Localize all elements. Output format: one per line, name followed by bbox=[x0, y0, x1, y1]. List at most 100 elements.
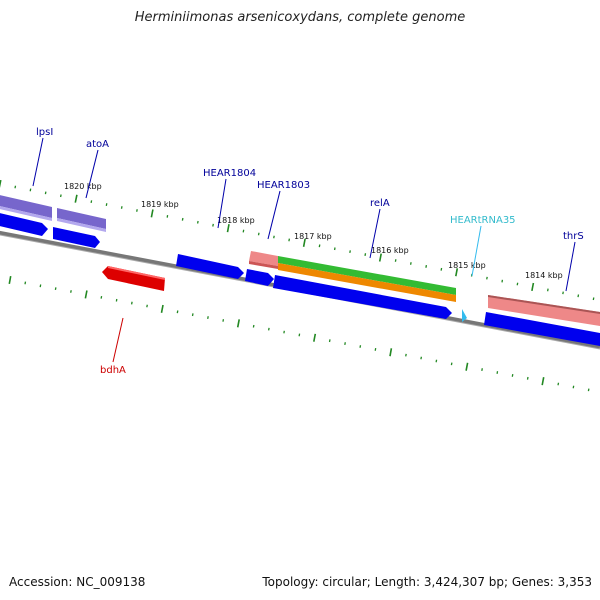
gene-label-hear1803[interactable]: HEAR1803 bbox=[257, 180, 310, 191]
outer-tick bbox=[349, 250, 351, 254]
inner-tick bbox=[130, 301, 133, 305]
inner-tick bbox=[389, 348, 393, 357]
outer-tick bbox=[455, 268, 459, 277]
outer-tick bbox=[288, 238, 291, 242]
outer-tick bbox=[105, 203, 108, 207]
gene-label-atoA[interactable]: atoA bbox=[86, 139, 109, 150]
outer-tick bbox=[74, 194, 78, 203]
outer-tick bbox=[531, 282, 535, 292]
inner-tick bbox=[344, 342, 346, 346]
outer-tick bbox=[273, 235, 275, 239]
inner-tick bbox=[328, 339, 331, 343]
cds-arrow-atoA[interactable] bbox=[53, 227, 100, 248]
inner-tick bbox=[8, 275, 12, 285]
inner-tick bbox=[207, 316, 209, 320]
cds-arrow-hear1803[interactable] bbox=[245, 269, 274, 286]
inner-tick bbox=[465, 362, 469, 371]
cog-bar-thrS[interactable] bbox=[488, 295, 600, 326]
cog-bar-hear1803[interactable] bbox=[249, 251, 278, 269]
outer-tick bbox=[302, 238, 306, 247]
inner-tick bbox=[160, 304, 164, 313]
outer-tick bbox=[59, 194, 62, 198]
leader-hear1804 bbox=[217, 178, 227, 229]
cds-arrow-thrS[interactable] bbox=[484, 312, 600, 346]
kbp-label-1816: 1816 kbp bbox=[371, 246, 409, 255]
map-title: Herminiimonas arsenicoxydans, complete g… bbox=[134, 10, 466, 25]
cds-arrow-relA[interactable] bbox=[273, 275, 452, 319]
inner-tick bbox=[313, 333, 317, 342]
inner-tick-ring bbox=[8, 275, 590, 392]
outer-tick bbox=[318, 244, 321, 248]
trna-arrow-HEARtRNA35[interactable] bbox=[462, 309, 467, 322]
outer-tick bbox=[150, 209, 154, 218]
outer-tick bbox=[136, 209, 138, 212]
inner-tick bbox=[39, 284, 42, 288]
cds-arrow-lpsI[interactable] bbox=[0, 212, 48, 236]
leader-lpsI bbox=[32, 137, 44, 187]
outer-tick bbox=[516, 282, 519, 286]
inner-tick bbox=[435, 359, 438, 363]
kbp-label-1820: 1820 kbp bbox=[64, 182, 102, 191]
cog-bar-lpsI[interactable] bbox=[0, 194, 52, 221]
inner-tick bbox=[54, 287, 57, 291]
gene-label-lpsI[interactable]: lpsI bbox=[36, 127, 53, 138]
outer-tick bbox=[440, 267, 443, 271]
inner-tick bbox=[572, 385, 575, 389]
inner-tick bbox=[176, 310, 179, 314]
outer-tick bbox=[14, 185, 17, 189]
leader-hear1803 bbox=[267, 190, 281, 240]
gene-label-relA[interactable]: relA bbox=[370, 198, 390, 209]
outer-tick bbox=[120, 206, 123, 209]
outer-tick bbox=[226, 224, 230, 233]
inner-tick bbox=[541, 377, 545, 386]
kbp-label-1819: 1819 kbp bbox=[141, 200, 179, 209]
inner-tick bbox=[298, 333, 301, 337]
gene-label-thrS[interactable]: thrS bbox=[563, 231, 584, 242]
cog-bar-relA-orange[interactable] bbox=[278, 263, 456, 302]
outer-tick bbox=[577, 294, 580, 298]
gene-label-bdhA[interactable]: bdhA bbox=[100, 365, 126, 376]
leader-HEARtRNA35 bbox=[471, 225, 482, 277]
kbp-label-1815: 1815 kbp bbox=[448, 261, 486, 270]
gene-label-hear1804[interactable]: HEAR1804 bbox=[203, 168, 256, 179]
cog-bar-relA-green[interactable] bbox=[278, 256, 456, 295]
inner-tick bbox=[100, 295, 103, 299]
kbp-label-1814: 1814 kbp bbox=[525, 271, 563, 280]
cds-arrow-hear1804[interactable] bbox=[176, 254, 244, 279]
inner-tick bbox=[359, 345, 362, 348]
outer-tick bbox=[425, 264, 428, 268]
outer-tick-ring bbox=[0, 179, 595, 301]
outer-tick bbox=[212, 223, 214, 227]
outer-tick bbox=[546, 288, 549, 292]
outer-tick bbox=[409, 262, 412, 265]
outer-tick bbox=[0, 179, 2, 188]
outer-tick bbox=[364, 253, 367, 257]
outer-tick bbox=[44, 191, 47, 195]
outer-tick bbox=[592, 297, 595, 301]
leader-thrS bbox=[565, 241, 576, 292]
inner-tick bbox=[252, 324, 255, 328]
outer-tick bbox=[29, 188, 32, 192]
inner-tick bbox=[267, 327, 270, 331]
gene-arrow-bdhA[interactable] bbox=[102, 266, 165, 291]
outer-tick bbox=[257, 232, 260, 236]
outer-tick bbox=[394, 259, 397, 262]
inner-tick bbox=[420, 356, 423, 360]
gene-label-HEARtRNA35[interactable]: HEARtRNA35 bbox=[450, 215, 516, 226]
outer-tick bbox=[562, 291, 564, 295]
inner-tick bbox=[236, 319, 240, 328]
inner-tick bbox=[84, 290, 88, 299]
cog-bar-atoA[interactable] bbox=[57, 208, 106, 232]
inner-tick bbox=[587, 388, 590, 392]
inner-tick bbox=[70, 290, 72, 293]
outer-tick bbox=[181, 217, 184, 221]
inner-tick bbox=[146, 304, 148, 308]
inner-tick bbox=[511, 373, 514, 377]
inner-tick bbox=[557, 382, 560, 386]
inner-tick bbox=[405, 353, 407, 357]
outer-tick bbox=[90, 200, 93, 204]
inner-tick bbox=[24, 281, 27, 285]
inner-tick bbox=[191, 313, 194, 317]
kbp-label-1817: 1817 kbp bbox=[294, 232, 332, 241]
